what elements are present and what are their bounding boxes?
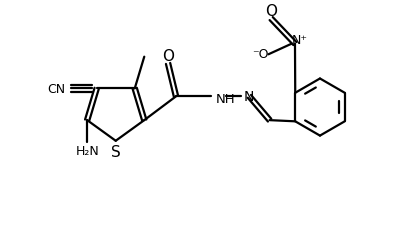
Text: N⁺: N⁺ xyxy=(292,34,308,47)
Text: NH: NH xyxy=(216,92,235,105)
Text: N: N xyxy=(244,89,254,103)
Text: CN: CN xyxy=(47,82,65,95)
Text: ⁻O: ⁻O xyxy=(252,48,269,61)
Text: S: S xyxy=(111,145,121,160)
Text: O: O xyxy=(265,4,277,19)
Text: O: O xyxy=(162,49,174,64)
Text: H₂N: H₂N xyxy=(75,144,99,158)
